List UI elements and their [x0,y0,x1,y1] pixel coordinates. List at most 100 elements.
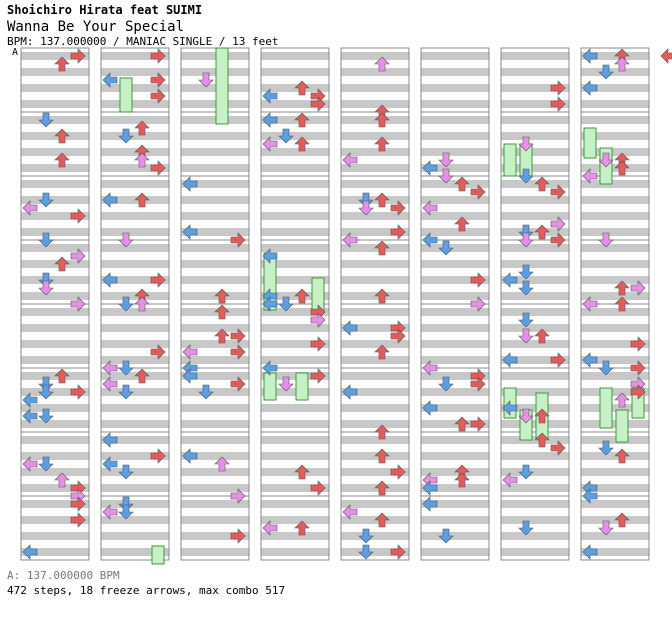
beat-stripe [341,436,409,444]
beat-stripe [181,484,249,492]
beat-stripe [581,84,649,92]
right-arrow-icon [230,344,246,360]
beat-stripe [101,212,169,220]
down-arrow-icon [518,168,534,184]
beat-stripe [101,180,169,188]
beat-stripe [501,340,569,348]
beat-stripe [341,404,409,412]
beat-stripe [581,532,649,540]
beat-stripe [501,148,569,156]
beat-stripe [181,500,249,508]
right-arrow-icon [550,352,566,368]
beat-stripe [421,116,489,124]
left-arrow-icon [262,360,278,376]
beat-stripe [101,452,169,460]
beat-stripe [261,132,329,140]
beat-stripe [101,276,169,284]
right-arrow-icon [470,416,486,432]
up-arrow-icon [134,120,150,136]
down-arrow-icon [598,520,614,536]
beat-stripe [21,180,89,188]
left-arrow-icon [342,152,358,168]
beat-stripe [21,388,89,396]
beat-stripe [261,148,329,156]
right-arrow-icon [150,448,166,464]
beat-stripe [101,164,169,172]
up-arrow-icon [374,136,390,152]
beat-stripe [581,436,649,444]
beat-stripe [581,148,649,156]
left-arrow-icon [582,296,598,312]
down-arrow-icon [598,360,614,376]
left-arrow-icon [22,200,38,216]
beat-stripe [581,500,649,508]
beat-stripe [341,148,409,156]
left-arrow-icon [182,344,198,360]
beat-stripe [421,212,489,220]
up-arrow-icon [134,192,150,208]
left-arrow-icon [502,472,518,488]
right-arrow-icon [70,296,86,312]
down-arrow-icon [518,232,534,248]
beat-stripe [421,100,489,108]
beat-stripe [421,196,489,204]
beat-stripe [341,388,409,396]
beat-stripe [181,324,249,332]
down-arrow-icon [598,152,614,168]
up-arrow-icon [374,480,390,496]
left-arrow-icon [102,376,118,392]
up-arrow-icon [294,464,310,480]
beat-stripe [181,84,249,92]
beat-stripe [101,116,169,124]
beat-stripe [21,84,89,92]
up-arrow-icon [214,288,230,304]
beat-stripe [581,484,649,492]
beat-stripe [501,52,569,60]
left-arrow-icon [502,272,518,288]
beat-stripe [581,132,649,140]
right-arrow-icon [150,88,166,104]
right-arrow-icon [390,328,406,344]
beat-stripe [261,244,329,252]
beat-stripe [181,372,249,380]
down-arrow-icon [518,408,534,424]
up-arrow-icon [534,224,550,240]
down-arrow-icon [38,112,54,128]
beat-stripe [261,500,329,508]
left-arrow-icon [102,504,118,520]
beat-stripe [341,372,409,380]
beat-stripe [101,388,169,396]
up-arrow-icon [614,296,630,312]
right-arrow-icon [470,296,486,312]
beat-stripe [21,68,89,76]
beat-stripe [341,356,409,364]
down-arrow-icon [438,152,454,168]
beat-stripe [421,340,489,348]
down-arrow-icon [118,128,134,144]
right-arrow-icon [230,232,246,248]
beat-stripe [261,356,329,364]
beat-stripe [101,500,169,508]
beat-stripe [21,100,89,108]
beat-stripe [501,468,569,476]
up-arrow-icon [54,256,70,272]
up-arrow-icon [294,288,310,304]
right-arrow-icon [150,160,166,176]
beat-stripe [101,356,169,364]
right-arrow-icon [390,544,406,560]
beat-stripe [21,484,89,492]
right-arrow-icon [70,512,86,528]
beat-stripe [581,68,649,76]
beat-stripe [181,452,249,460]
beat-stripe [501,324,569,332]
down-arrow-icon [518,520,534,536]
beat-stripe [261,196,329,204]
beat-stripe [421,52,489,60]
freeze-arrow [615,409,629,443]
down-arrow-icon [118,464,134,480]
up-arrow-icon [614,448,630,464]
left-arrow-icon [582,48,598,64]
up-arrow-icon [214,304,230,320]
up-arrow-icon [454,416,470,432]
beat-stripe [421,532,489,540]
